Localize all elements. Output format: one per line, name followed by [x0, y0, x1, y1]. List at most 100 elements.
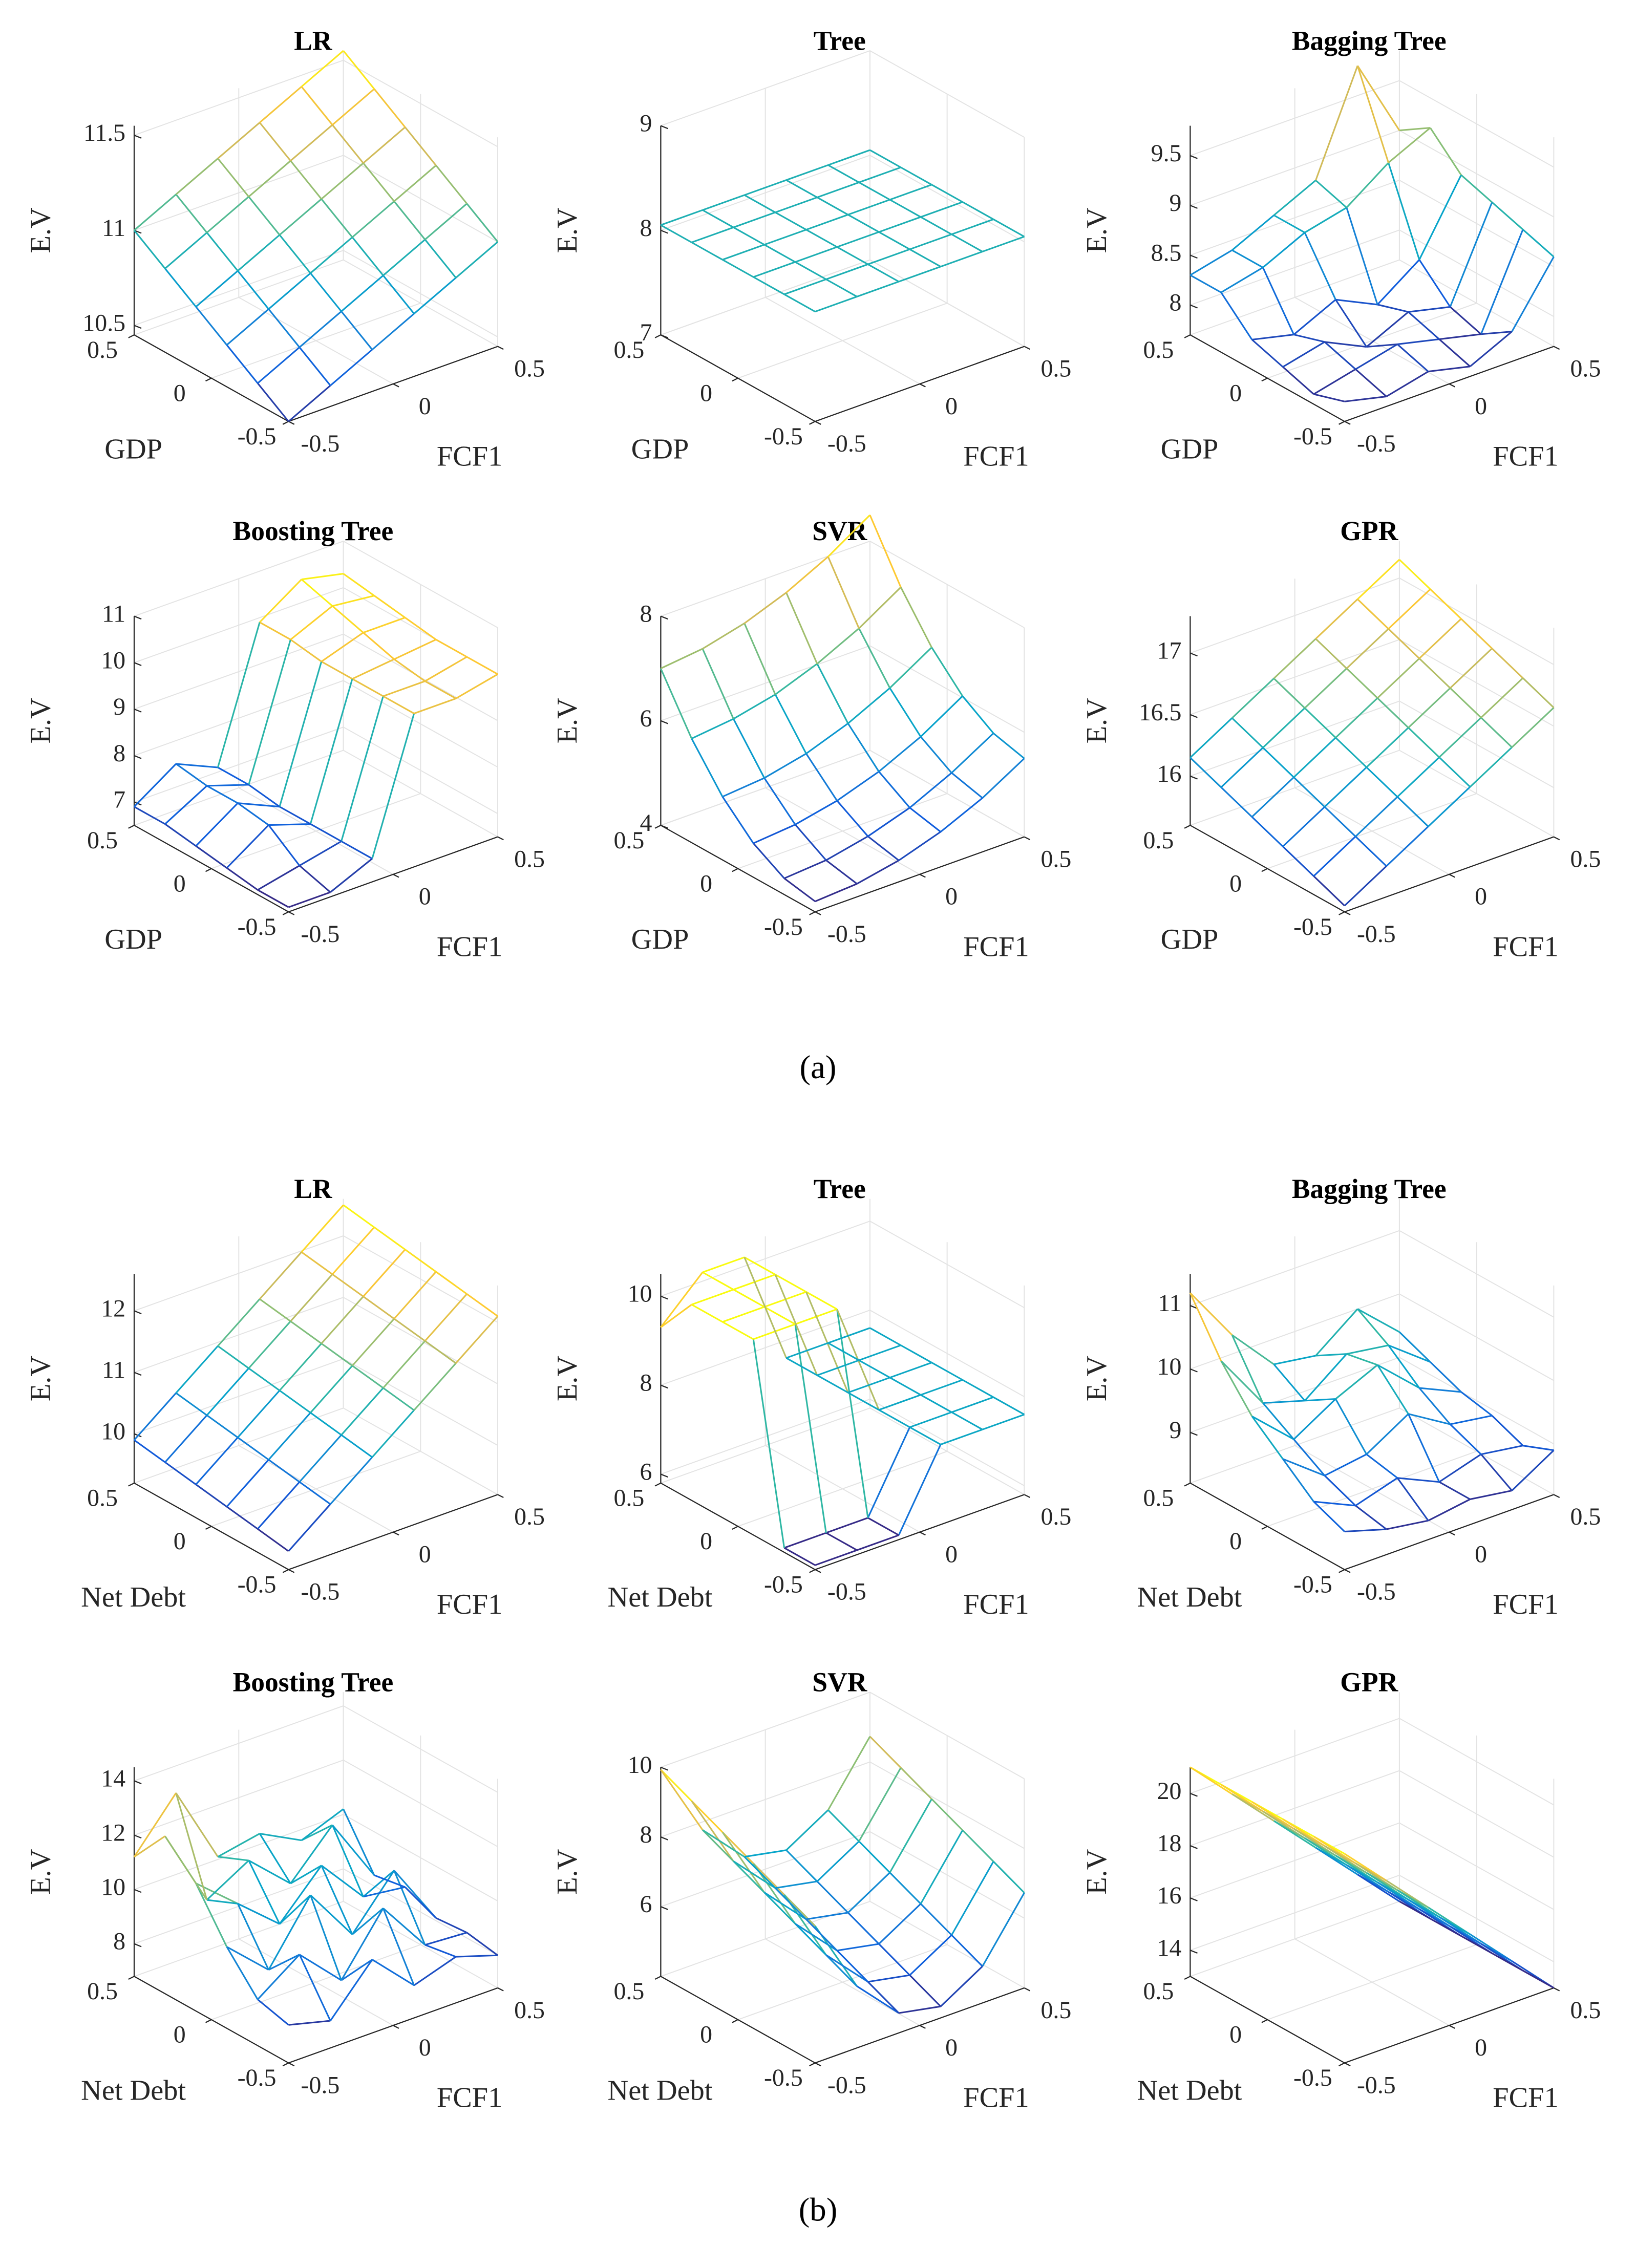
mesh-segment: [435, 638, 468, 658]
mesh-segment: [774, 694, 807, 754]
mesh-segment: [889, 1377, 921, 1396]
z-axis-label: E.V: [551, 698, 583, 743]
mesh-segment: [1356, 65, 1400, 131]
mesh-segment: [414, 697, 456, 715]
y-tick: [128, 825, 135, 829]
mesh-segment: [1439, 333, 1481, 340]
mesh-segment: [1397, 338, 1439, 345]
mesh-segment: [785, 164, 828, 181]
mesh-segment: [195, 270, 239, 308]
mesh-segment: [783, 1894, 816, 1927]
mesh-segment: [195, 1484, 227, 1508]
z-tick: [1189, 1792, 1198, 1797]
mesh-segment: [1251, 333, 1294, 340]
mesh-segment: [836, 1309, 869, 1518]
x-tick-label: 0.5: [514, 845, 545, 872]
mesh-segment: [1377, 697, 1409, 729]
mesh-segment: [1418, 618, 1462, 659]
mesh-segment: [837, 231, 879, 248]
x-tick-label: 0: [945, 883, 958, 910]
mesh-segment: [869, 515, 902, 588]
grid-line: [211, 94, 421, 379]
mesh-segment: [1418, 259, 1451, 308]
mesh-segment: [1335, 299, 1367, 348]
mesh-segment: [195, 802, 239, 847]
mesh-segment: [795, 800, 838, 826]
grid-line: [661, 1221, 1025, 1309]
x-tick-label: 0.5: [514, 1503, 545, 1530]
mesh-segment: [920, 736, 952, 774]
y-axis-label: GDP: [1161, 924, 1219, 955]
x-tick-label: -0.5: [827, 921, 866, 948]
mesh-segment: [164, 823, 197, 847]
mesh-segment: [805, 1918, 838, 1952]
mesh-segment: [176, 763, 218, 768]
y-tick-label: 0.5: [613, 827, 644, 854]
mesh-segment: [785, 1357, 818, 1376]
mesh-segment: [1511, 1449, 1555, 1491]
mesh-segment: [858, 1359, 890, 1379]
mesh-segment: [660, 668, 693, 739]
grid-line: [134, 1296, 498, 1384]
mesh-segment: [785, 1849, 818, 1882]
mesh-segment: [133, 229, 166, 269]
mesh-segment: [279, 1894, 311, 1925]
mesh-segment: [226, 1459, 269, 1508]
mesh-segment: [164, 232, 208, 269]
mesh-segment: [1220, 292, 1253, 340]
mesh-segment: [1418, 175, 1462, 260]
mesh-segment: [733, 1860, 776, 1889]
mesh-segment: [1251, 339, 1284, 368]
x-tick: [288, 2062, 295, 2067]
mesh-segment: [858, 181, 890, 201]
y-tick: [809, 2062, 816, 2067]
mesh-segment: [290, 124, 333, 162]
mesh-segment: [691, 242, 723, 261]
mesh-segment: [1355, 836, 1387, 867]
z-tick-label: 11: [102, 215, 125, 242]
mesh-segment: [1293, 299, 1336, 335]
mesh-segment: [332, 605, 364, 633]
mesh-segment: [373, 88, 406, 128]
mesh-segment: [1355, 1477, 1398, 1507]
mesh-segment: [1408, 306, 1451, 313]
mesh-segment: [847, 1377, 890, 1394]
x-tick-label: 0.5: [1570, 1997, 1601, 2024]
mesh-segment: [1388, 588, 1431, 630]
mesh-segment: [783, 878, 816, 902]
chart-title: Bagging Tree: [1292, 25, 1447, 56]
y-tick: [1184, 1482, 1191, 1487]
mesh-segment: [341, 1959, 373, 1981]
mesh-segment: [691, 1800, 734, 1862]
mesh-segment: [259, 579, 302, 623]
mesh-segment: [744, 1849, 787, 1858]
mesh-segment: [1304, 707, 1336, 738]
x-tick: [1553, 346, 1560, 350]
mesh-segment: [352, 1908, 384, 1935]
chart-title: Tree: [814, 25, 866, 56]
chart-title: GPR: [1340, 516, 1398, 546]
z-tick-label: 6: [640, 1891, 652, 1918]
mesh-segment: [1344, 1528, 1387, 1533]
y-tick: [1184, 825, 1191, 829]
mesh-segment: [424, 656, 468, 682]
z-tick-label: 7: [113, 786, 125, 814]
mesh-segment: [237, 234, 281, 272]
mesh-segment: [248, 1367, 280, 1392]
mesh-segment: [371, 313, 415, 351]
mesh-segment: [424, 1340, 457, 1364]
mesh-segment: [352, 658, 395, 680]
mesh-segment: [259, 86, 302, 123]
mesh-segment: [878, 736, 922, 773]
y-tick: [1261, 868, 1268, 872]
grid-line: [661, 1692, 1025, 1780]
mesh-segment: [909, 233, 952, 250]
mesh-segment: [257, 382, 289, 422]
z-tick-label: 11: [102, 601, 125, 628]
mesh-segment: [217, 1345, 249, 1369]
x-tick: [288, 911, 295, 915]
mesh-segment: [794, 1923, 827, 1956]
grid-line: [134, 633, 498, 721]
mesh-segment: [869, 1736, 902, 1768]
z-tick-label: 7: [640, 319, 652, 346]
